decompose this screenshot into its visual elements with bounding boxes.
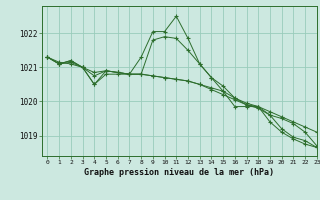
X-axis label: Graphe pression niveau de la mer (hPa): Graphe pression niveau de la mer (hPa) — [84, 168, 274, 177]
